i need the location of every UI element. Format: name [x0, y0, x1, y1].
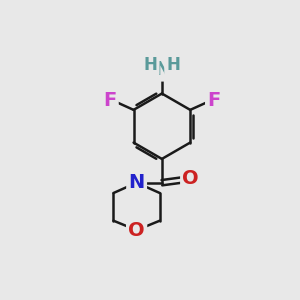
Text: F: F — [103, 91, 116, 110]
Text: O: O — [182, 169, 199, 188]
Text: F: F — [207, 91, 220, 110]
Text: N: N — [128, 173, 145, 192]
Text: O: O — [128, 221, 145, 240]
Text: H: H — [166, 56, 180, 74]
Text: N: N — [154, 60, 170, 79]
Text: H: H — [144, 56, 158, 74]
